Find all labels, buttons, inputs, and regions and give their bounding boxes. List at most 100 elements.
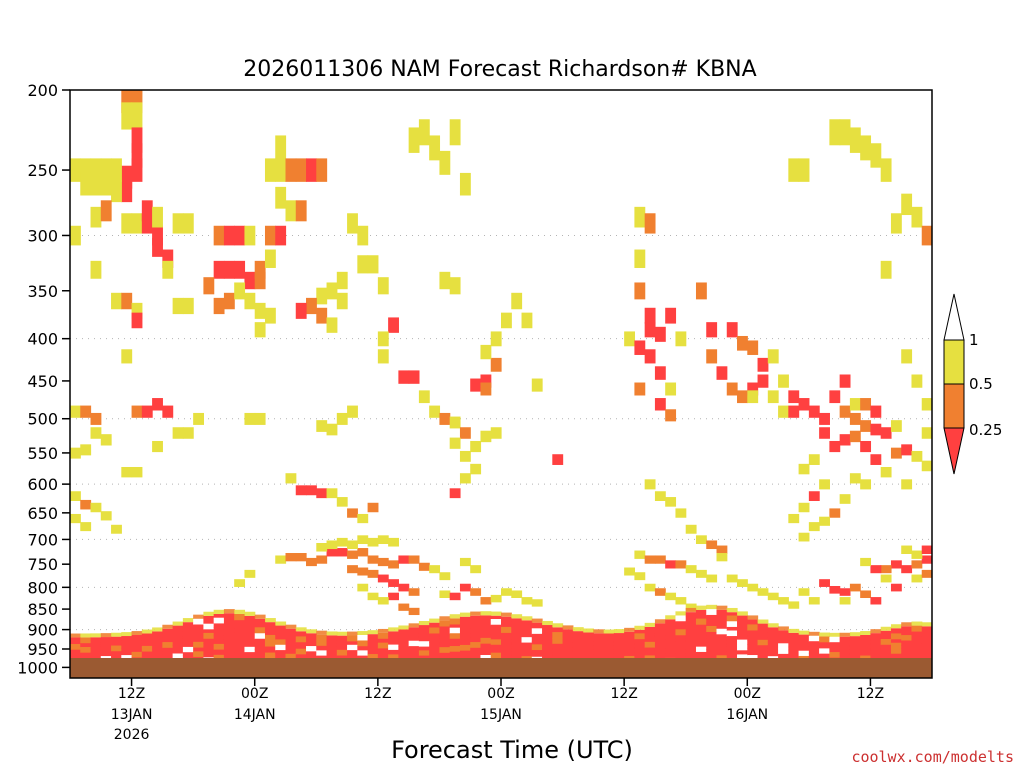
bl-cell xyxy=(726,621,738,628)
bl-cell xyxy=(829,636,841,643)
bl-cell xyxy=(223,629,235,636)
bl-cell xyxy=(747,647,759,653)
bl-rim-cell xyxy=(275,621,287,626)
surface-layer xyxy=(70,658,932,678)
bl-rim-cell xyxy=(398,625,410,630)
source-credit[interactable]: coolwx.com/modelts xyxy=(851,748,1014,766)
ri-cell xyxy=(901,565,913,574)
ri-cell xyxy=(162,405,174,418)
ri-cell xyxy=(182,427,194,439)
bl-cell xyxy=(737,644,748,651)
bl-cell xyxy=(408,631,420,637)
y-tick-label: 650 xyxy=(27,504,58,523)
ri-cell xyxy=(890,560,902,569)
bl-cell xyxy=(624,639,636,645)
bl-cell xyxy=(654,645,666,651)
bl-cell xyxy=(377,648,389,655)
bl-cell xyxy=(470,642,482,649)
ri-cell xyxy=(747,382,759,396)
bl-cell xyxy=(695,627,707,633)
y-tick-label: 350 xyxy=(27,282,58,301)
ri-cell xyxy=(275,158,287,182)
ri-cell xyxy=(767,390,779,404)
bl-cell xyxy=(634,639,646,644)
ri-cell xyxy=(234,260,246,279)
bl-cell xyxy=(531,636,543,642)
bl-cell xyxy=(726,636,738,641)
bl-cell xyxy=(562,655,574,659)
ri-cell xyxy=(70,225,81,246)
bl-cell xyxy=(490,634,502,640)
bl-cell xyxy=(726,639,738,644)
bl-cell xyxy=(675,635,687,639)
bl-cell xyxy=(213,643,225,651)
bl-cell xyxy=(316,634,328,641)
ri-cell xyxy=(459,473,471,484)
bl-rim-cell xyxy=(767,623,779,628)
bl-cell xyxy=(644,651,656,656)
ri-cell xyxy=(880,427,892,439)
bl-cell xyxy=(839,636,851,642)
bl-cell xyxy=(336,640,348,647)
ri-cell xyxy=(449,592,461,601)
ri-cell xyxy=(665,382,677,396)
ri-cell xyxy=(408,588,420,596)
bl-rim-cell xyxy=(798,630,810,635)
bl-cell xyxy=(572,650,584,655)
y-tick-label: 200 xyxy=(27,81,58,100)
ri-cell xyxy=(193,412,205,425)
ri-cell xyxy=(880,574,892,583)
bl-rim-cell xyxy=(860,631,872,635)
bl-cell xyxy=(234,625,246,629)
ri-cell xyxy=(326,317,338,333)
bl-cell xyxy=(306,655,317,661)
bl-rim-cell xyxy=(213,609,225,614)
bl-cell xyxy=(767,651,779,657)
bl-cell xyxy=(459,616,471,623)
ri-cell xyxy=(849,127,861,153)
ri-cell xyxy=(152,398,163,411)
bl-cell xyxy=(921,639,932,645)
ri-cell xyxy=(849,473,861,484)
bl-cell xyxy=(326,654,338,658)
bl-cell xyxy=(521,642,533,647)
ri-cell xyxy=(80,172,92,196)
bl-cell xyxy=(182,622,194,627)
bl-cell xyxy=(613,641,625,646)
ri-cell xyxy=(644,213,656,234)
ri-cell xyxy=(398,603,410,611)
bl-cell xyxy=(860,650,872,657)
bl-rim-cell xyxy=(695,605,707,610)
bl-cell xyxy=(80,652,92,658)
bl-cell xyxy=(716,616,728,622)
ri-cell xyxy=(295,485,307,496)
bl-rim-cell xyxy=(654,619,666,624)
ri-cell xyxy=(131,158,143,182)
bl-cell xyxy=(911,631,923,637)
bl-cell xyxy=(234,620,246,626)
ri-cell xyxy=(254,412,266,425)
ri-cell xyxy=(747,340,759,355)
bl-cell xyxy=(285,641,297,646)
bl-rim-cell xyxy=(388,627,399,632)
bl-cell xyxy=(234,613,246,621)
ri-cell xyxy=(808,405,820,418)
bl-cell xyxy=(306,642,317,647)
bl-cell xyxy=(367,638,379,643)
bl-cell xyxy=(501,621,512,628)
ri-cell xyxy=(152,440,163,453)
ri-cell xyxy=(829,390,841,404)
ri-cell xyxy=(326,282,338,300)
ri-cell xyxy=(860,420,872,432)
ri-cell xyxy=(644,583,656,592)
bl-cell xyxy=(121,636,133,641)
bl-cell xyxy=(531,633,543,638)
bl-cell xyxy=(737,628,748,633)
ri-cell xyxy=(685,565,697,574)
bl-cell xyxy=(798,643,810,648)
bl-cell xyxy=(901,630,913,636)
ri-cell xyxy=(141,405,153,418)
bl-cell xyxy=(377,638,389,644)
ri-cell xyxy=(449,277,461,295)
ri-cell xyxy=(336,292,348,310)
